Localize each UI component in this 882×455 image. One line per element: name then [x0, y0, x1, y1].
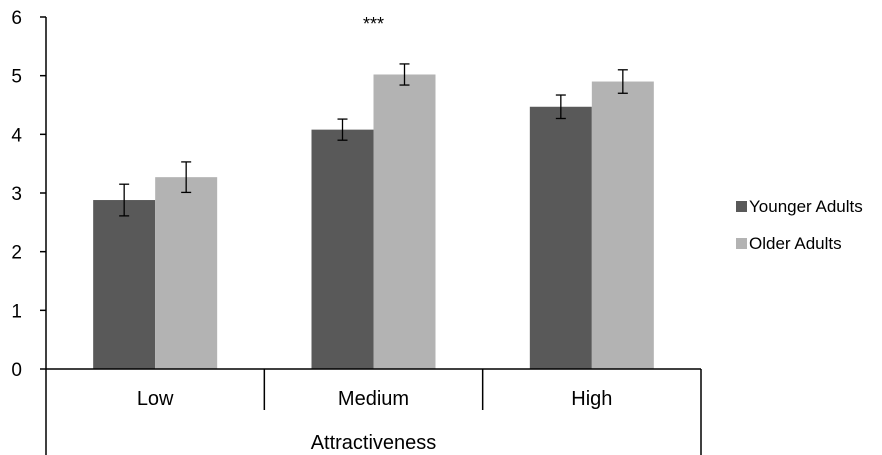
bar [373, 74, 436, 369]
annotations: *** [363, 14, 384, 34]
x-category-label: Medium [338, 388, 409, 410]
x-category-label: High [571, 388, 612, 410]
axes-layer [45, 17, 701, 455]
error-bar [119, 183, 130, 217]
error-bars-layer [119, 63, 628, 217]
legend-swatch [736, 238, 747, 249]
error-bar [337, 118, 348, 141]
y-tick-label: 1 [11, 301, 22, 322]
y-tick-label: 5 [11, 67, 22, 88]
x-category-label: Low [137, 388, 174, 410]
error-bar [399, 63, 410, 86]
bar [591, 81, 654, 370]
bar [155, 177, 218, 369]
y-tick-label: 6 [11, 8, 22, 29]
error-bar [617, 69, 628, 94]
x-categories: Low Medium High [137, 369, 702, 455]
x-axis-title: Attractiveness [311, 432, 437, 454]
y-tick-label: 2 [11, 243, 22, 264]
bars-layer [93, 74, 654, 370]
legend: Younger Adults Older Adults [736, 197, 863, 253]
y-tick-label: 3 [11, 184, 22, 205]
bar [529, 106, 592, 369]
bar [311, 129, 374, 369]
y-ticks: 0 1 2 3 4 5 6 [11, 8, 46, 381]
legend-label: Older Adults [749, 234, 842, 253]
error-bar [181, 161, 192, 194]
error-bar [555, 94, 566, 120]
bar [93, 200, 156, 369]
y-tick-label: 4 [11, 125, 22, 146]
legend-swatch [736, 201, 747, 212]
legend-label: Younger Adults [749, 197, 863, 216]
y-tick-label: 0 [11, 360, 22, 381]
significance-annotation: *** [363, 14, 384, 34]
